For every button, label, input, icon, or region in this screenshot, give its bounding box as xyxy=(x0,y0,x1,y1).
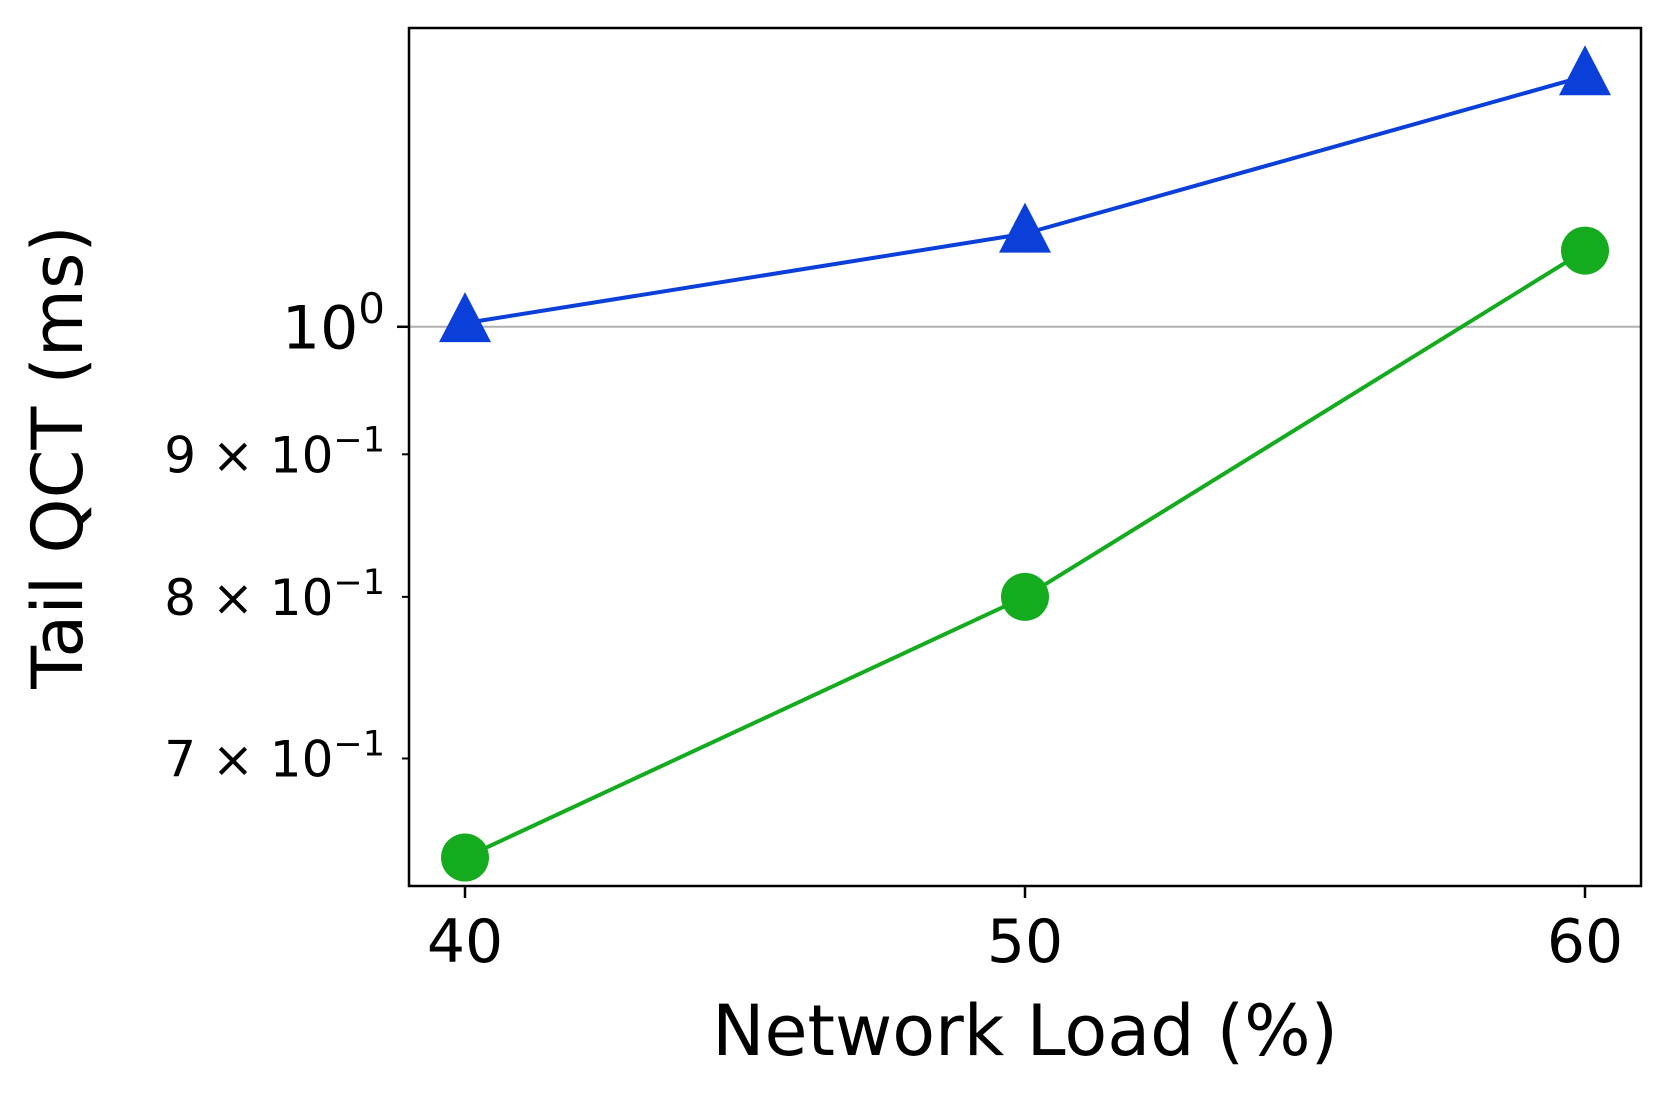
y-tick-label: 8 × 10−1 xyxy=(164,563,385,627)
y-tick-label: 100 xyxy=(282,284,385,363)
plot-area-frame xyxy=(407,26,1643,888)
x-tick-label: 40 xyxy=(427,907,503,977)
series-2-line xyxy=(464,248,1587,860)
x-tick-label: 50 xyxy=(987,907,1063,977)
series-1-point xyxy=(439,292,491,343)
series-1-line xyxy=(464,74,1586,326)
series-layer xyxy=(439,45,1611,882)
y-tick-label: 7 × 10−1 xyxy=(164,724,385,788)
x-axis-ticks: 40 50 60 xyxy=(427,886,1623,977)
x-axis-label: Network Load (%) xyxy=(712,990,1338,1072)
series-2-point xyxy=(441,833,489,882)
series-1-point xyxy=(1559,45,1611,96)
y-axis-ticks: 100 9 × 10−1 8 × 10−1 7 × 10−1 xyxy=(164,284,409,788)
y-axis-label: Tail QCT (ms) xyxy=(17,225,99,689)
series-2-point xyxy=(1001,572,1049,621)
series-2-point xyxy=(1561,226,1609,275)
y-tick-label: 9 × 10−1 xyxy=(164,420,385,484)
x-tick-label: 60 xyxy=(1547,907,1623,977)
series-1-point xyxy=(999,202,1051,253)
